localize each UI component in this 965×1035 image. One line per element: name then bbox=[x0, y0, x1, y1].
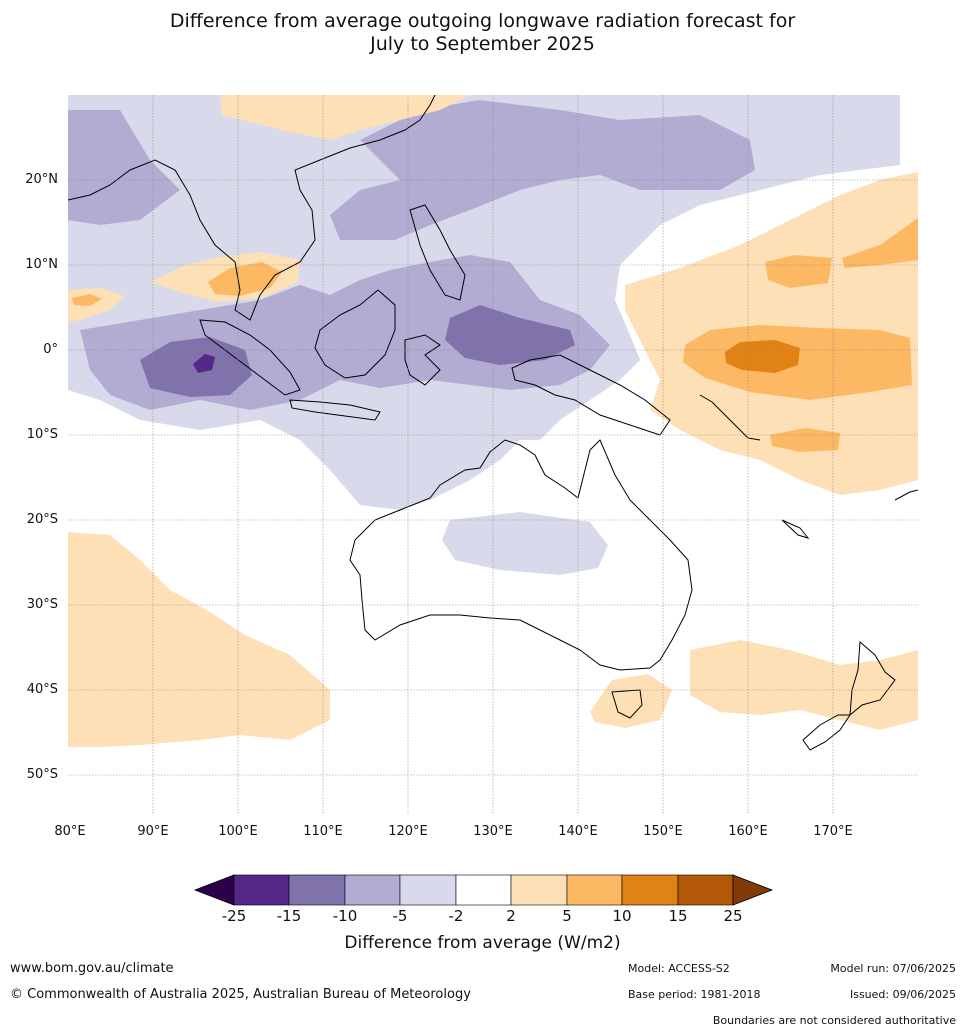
anomaly-region-orange-ne-2 bbox=[842, 218, 918, 268]
lon-label-130e: 130°E bbox=[473, 824, 513, 839]
lon-label-150e: 150°E bbox=[643, 824, 683, 839]
coastlines bbox=[68, 95, 918, 751]
map-title: Difference from average outgoing longwav… bbox=[0, 10, 965, 56]
anomaly-region-light-orange-tas bbox=[590, 674, 672, 728]
lat-label-50s: 50°S bbox=[26, 767, 58, 782]
colorbar-swatch-6 bbox=[566, 874, 623, 906]
sumatra-coastline bbox=[199, 319, 301, 396]
anomaly-region-orange-indochina bbox=[208, 262, 282, 296]
colorbar-tick: -10 bbox=[332, 907, 358, 925]
borneo-coastline bbox=[314, 289, 396, 379]
anomaly-region-orange-south bbox=[770, 428, 840, 452]
colorbar-tick: 15 bbox=[668, 907, 688, 925]
asia-coastline bbox=[68, 95, 436, 321]
colorbar-swatch-7 bbox=[621, 874, 679, 906]
colorbar-high-arrow bbox=[732, 874, 774, 906]
colorbar-tick: -25 bbox=[221, 907, 247, 925]
anomaly-region-medium-purple bbox=[68, 110, 180, 225]
lat-label-20n: 20°N bbox=[25, 172, 58, 187]
colorbar-tick: -15 bbox=[276, 907, 302, 925]
lat-label-20s: 20°S bbox=[26, 512, 58, 527]
lon-label-170e: 170°E bbox=[813, 824, 853, 839]
colorbar-tick: 5 bbox=[562, 907, 572, 925]
colorbar-swatch-3 bbox=[399, 874, 457, 906]
java-coastline bbox=[289, 399, 381, 421]
colorbar-tick: 2 bbox=[506, 907, 516, 925]
lon-label-100e: 100°E bbox=[218, 824, 258, 839]
website-link[interactable]: www.bom.gov.au/climate bbox=[10, 961, 174, 976]
anomaly-region-very-dark-purple bbox=[193, 354, 215, 373]
sulawesi-coastline bbox=[404, 334, 441, 386]
anomaly-region-light-purple-3 bbox=[700, 95, 900, 150]
colorbar-swatch-5 bbox=[510, 874, 568, 906]
australia-coastline bbox=[349, 439, 693, 671]
colorbar-swatch-1 bbox=[288, 874, 346, 906]
philippines-coastline bbox=[409, 204, 466, 301]
anomaly-region-medium-purple-2 bbox=[330, 100, 755, 240]
issued-date: Issued: 09/06/2025 bbox=[849, 988, 956, 1001]
graticule bbox=[68, 95, 918, 815]
anomaly-region-light-purple-2 bbox=[442, 512, 608, 575]
lat-label-40s: 40°S bbox=[26, 682, 58, 697]
base-period: Base period: 1981-2018 bbox=[628, 988, 761, 1001]
new-zealand-coastline bbox=[802, 640, 896, 751]
copyright-notice: © Commonwealth of Australia 2025, Austra… bbox=[10, 987, 471, 1002]
colorbar-swatch-4 bbox=[455, 874, 512, 906]
lon-label-80e: 80°E bbox=[54, 824, 86, 839]
anomaly-region-orange-ne bbox=[765, 255, 832, 288]
lon-label-90e: 90°E bbox=[137, 824, 169, 839]
lat-label-0: 0° bbox=[43, 342, 58, 357]
colorbar-swatch-0 bbox=[233, 874, 290, 906]
anomaly-region-light-orange-indian bbox=[68, 532, 330, 747]
boundaries-disclaimer: Boundaries are not considered authoritat… bbox=[712, 1014, 956, 1027]
lon-label-140e: 140°E bbox=[558, 824, 598, 839]
anomaly-region-dark-orange bbox=[725, 340, 800, 373]
model-name: Model: ACCESS-S2 bbox=[628, 962, 730, 975]
model-run-date: Model run: 07/06/2025 bbox=[830, 962, 956, 975]
lat-label-10s: 10°S bbox=[26, 427, 58, 442]
anomaly-region-light-orange-north bbox=[220, 95, 470, 140]
tasmania-coastline bbox=[611, 689, 643, 719]
colorbar-tick: 25 bbox=[723, 907, 743, 925]
colorbar-tick: -5 bbox=[392, 907, 408, 925]
colorbar-tick: -2 bbox=[448, 907, 464, 925]
lon-label-110e: 110°E bbox=[303, 824, 343, 839]
colorbar-low-arrow bbox=[193, 874, 235, 906]
colorbar-tick: 10 bbox=[612, 907, 632, 925]
colorbar-swatch-2 bbox=[344, 874, 401, 906]
title-line-1: Difference from average outgoing longwav… bbox=[169, 10, 796, 32]
colorbar-label: Difference from average (W/m2) bbox=[344, 933, 621, 953]
new-guinea-coastline bbox=[511, 354, 671, 436]
title-line-2: July to September 2025 bbox=[370, 33, 595, 55]
lon-label-160e: 160°E bbox=[728, 824, 768, 839]
anomaly-region-light-orange-nz bbox=[690, 640, 918, 730]
lon-label-120e: 120°E bbox=[388, 824, 428, 839]
lat-label-10n: 10°N bbox=[25, 257, 58, 272]
lat-label-30s: 30°S bbox=[26, 597, 58, 612]
colorbar-swatch-8 bbox=[677, 874, 734, 906]
anomaly-region-orange-west bbox=[72, 294, 102, 306]
pacific-islands-coastline bbox=[699, 394, 918, 539]
